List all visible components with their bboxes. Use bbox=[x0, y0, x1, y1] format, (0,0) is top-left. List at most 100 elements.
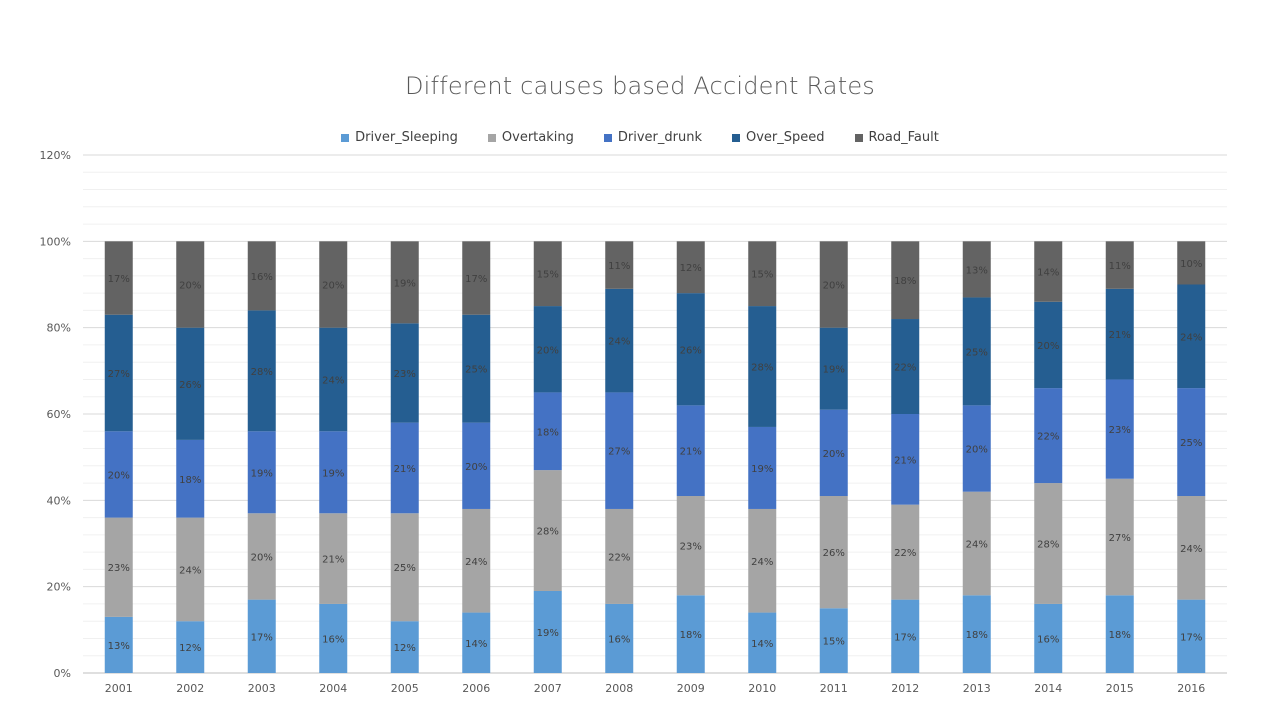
data-label: 13% bbox=[966, 265, 988, 276]
data-label: 27% bbox=[1109, 533, 1131, 544]
x-tick-label: 2011 bbox=[820, 682, 848, 695]
data-label: 19% bbox=[251, 468, 273, 479]
bar-segment-driver-drunk bbox=[247, 431, 276, 514]
bar-segment-over-speed bbox=[1177, 284, 1206, 389]
bar-segment-driver-drunk bbox=[1105, 379, 1134, 479]
legend-label: Driver_drunk bbox=[617, 130, 702, 145]
bar-segment-road-fault bbox=[319, 241, 348, 328]
y-tick-label: 60% bbox=[47, 408, 71, 421]
legend-swatch bbox=[603, 133, 612, 142]
bar-segment-driver-sleeping bbox=[962, 595, 991, 673]
data-label: 14% bbox=[751, 639, 773, 650]
x-tick-label: 2013 bbox=[963, 682, 991, 695]
data-label: 21% bbox=[894, 455, 916, 466]
data-label: 15% bbox=[537, 270, 559, 281]
data-label: 14% bbox=[1037, 268, 1059, 279]
bar-segment-overtaking bbox=[891, 504, 920, 600]
bar-segment-driver-drunk bbox=[390, 422, 419, 514]
legend-item-road-fault: Road_Fault bbox=[854, 130, 939, 145]
bar-segment-driver-drunk bbox=[605, 392, 634, 509]
bar-segment-road-fault bbox=[533, 241, 562, 307]
x-tick-label: 2001 bbox=[105, 682, 133, 695]
bar-segment-overtaking bbox=[1034, 483, 1063, 604]
x-tick-label: 2003 bbox=[248, 682, 276, 695]
data-label: 13% bbox=[108, 641, 130, 652]
data-label: 20% bbox=[966, 445, 988, 456]
data-label: 16% bbox=[322, 634, 344, 645]
bar-segment-road-fault bbox=[462, 241, 491, 315]
y-tick-label: 120% bbox=[40, 149, 71, 162]
data-label: 16% bbox=[1037, 634, 1059, 645]
bar-segment-driver-drunk bbox=[962, 405, 991, 492]
data-label: 22% bbox=[1037, 432, 1059, 443]
bar-segment-over-speed bbox=[962, 297, 991, 406]
data-label: 26% bbox=[179, 380, 201, 391]
data-label: 17% bbox=[1180, 632, 1202, 643]
bar-segment-overtaking bbox=[176, 517, 205, 622]
data-label: 18% bbox=[537, 427, 559, 438]
data-label: 19% bbox=[394, 278, 416, 289]
data-label: 24% bbox=[179, 565, 201, 576]
bar-segment-road-fault bbox=[247, 241, 276, 311]
bar-segment-driver-drunk bbox=[1177, 388, 1206, 497]
bar-segment-driver-drunk bbox=[104, 431, 133, 518]
bar-segment-road-fault bbox=[676, 241, 705, 294]
bar-segment-driver-sleeping bbox=[533, 590, 562, 673]
x-tick-label: 2014 bbox=[1034, 682, 1062, 695]
data-label: 23% bbox=[680, 542, 702, 553]
bar-segment-driver-drunk bbox=[748, 426, 777, 509]
y-tick-label: 0% bbox=[54, 667, 71, 680]
data-label: 23% bbox=[394, 369, 416, 380]
x-tick-label: 2006 bbox=[462, 682, 490, 695]
bar-segment-driver-sleeping bbox=[676, 595, 705, 673]
data-label: 20% bbox=[823, 281, 845, 292]
data-label: 18% bbox=[179, 475, 201, 486]
y-tick-label: 20% bbox=[47, 581, 71, 594]
bar-segment-overtaking bbox=[247, 513, 276, 600]
bar-segment-over-speed bbox=[748, 306, 777, 427]
data-label: 10% bbox=[1180, 259, 1202, 270]
bar-segment-driver-sleeping bbox=[390, 621, 419, 673]
data-label: 20% bbox=[1037, 341, 1059, 352]
x-tick-label: 2015 bbox=[1106, 682, 1134, 695]
bar-segment-driver-sleeping bbox=[819, 608, 848, 673]
data-label: 20% bbox=[322, 281, 344, 292]
bar-segment-road-fault bbox=[390, 241, 419, 324]
data-label: 23% bbox=[108, 563, 130, 574]
bar-segment-driver-drunk bbox=[676, 405, 705, 497]
bar-segment-road-fault bbox=[1034, 241, 1063, 302]
bar-segment-overtaking bbox=[962, 491, 991, 596]
bar-segment-over-speed bbox=[390, 323, 419, 423]
bar-segment-driver-drunk bbox=[462, 422, 491, 509]
bar-segment-overtaking bbox=[605, 508, 634, 604]
legend-swatch bbox=[731, 133, 740, 142]
data-label: 12% bbox=[394, 643, 416, 654]
data-label: 14% bbox=[465, 639, 487, 650]
bar-segment-driver-sleeping bbox=[247, 599, 276, 673]
data-label: 19% bbox=[322, 468, 344, 479]
bar-segment-overtaking bbox=[819, 496, 848, 609]
data-label: 15% bbox=[751, 270, 773, 281]
data-label: 19% bbox=[751, 464, 773, 475]
bar-segment-over-speed bbox=[176, 327, 205, 440]
bar-segment-driver-sleeping bbox=[1034, 603, 1063, 673]
data-label: 25% bbox=[465, 365, 487, 376]
x-tick-label: 2005 bbox=[391, 682, 419, 695]
bar-segment-road-fault bbox=[605, 241, 634, 289]
bar-segment-overtaking bbox=[1177, 496, 1206, 600]
chart-legend: Driver_Sleeping Overtaking Driver_drunk … bbox=[0, 130, 1280, 145]
data-label: 18% bbox=[966, 630, 988, 641]
data-label: 25% bbox=[394, 563, 416, 574]
data-label: 24% bbox=[966, 540, 988, 551]
data-label: 23% bbox=[1109, 425, 1131, 436]
data-label: 24% bbox=[608, 337, 630, 348]
x-tick-label: 2008 bbox=[605, 682, 633, 695]
bar-segment-driver-drunk bbox=[891, 414, 920, 505]
data-label: 28% bbox=[751, 363, 773, 374]
y-tick-label: 100% bbox=[40, 235, 71, 248]
data-label: 24% bbox=[322, 375, 344, 386]
bar-segment-over-speed bbox=[605, 288, 634, 393]
data-label: 20% bbox=[823, 449, 845, 460]
bar-segment-overtaking bbox=[462, 508, 491, 613]
data-label: 11% bbox=[1109, 261, 1131, 272]
